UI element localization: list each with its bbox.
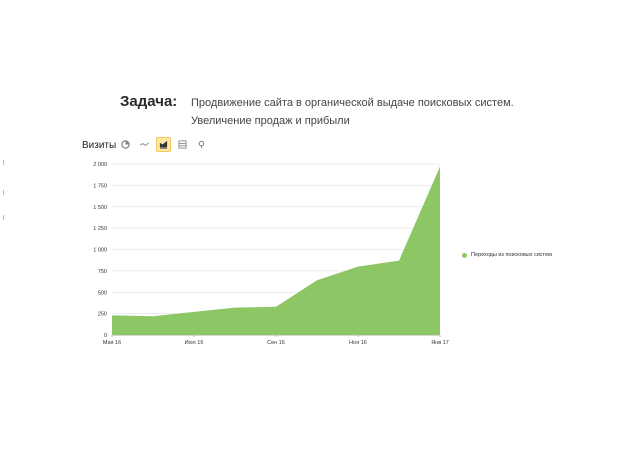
pie-chart-button[interactable] <box>118 137 133 152</box>
y-tick-label: 1 750 <box>93 183 107 189</box>
task-label: Задача: <box>120 93 178 110</box>
series-area <box>112 166 440 335</box>
task-description: Продвижение сайта в органической выдаче … <box>191 94 521 130</box>
x-tick-label: Янв 17 <box>431 340 449 346</box>
map-button[interactable] <box>194 137 209 152</box>
legend-label: Переходы из поисковых систем <box>471 252 552 258</box>
y-tick-label: 1 500 <box>93 205 107 211</box>
y-tick-label: 250 <box>98 312 107 318</box>
edge-mark <box>3 160 4 165</box>
table-button[interactable] <box>175 137 190 152</box>
area-chart-button[interactable] <box>156 137 171 152</box>
table-icon <box>178 140 187 149</box>
y-tick-label: 1 250 <box>93 226 107 232</box>
y-tick-label: 1 000 <box>93 248 107 254</box>
chart-legend[interactable]: Переходы из поисковых систем <box>462 252 552 258</box>
y-tick-label: 0 <box>104 333 107 339</box>
y-tick-label: 750 <box>98 269 107 275</box>
x-tick-label: Июл 16 <box>185 340 204 346</box>
task-description-line-1: Продвижение сайта в органической выдаче … <box>191 97 514 109</box>
pie-chart-icon <box>121 140 130 149</box>
edge-mark <box>3 215 4 220</box>
y-tick-label: 500 <box>98 290 107 296</box>
task-description-line-2: Увеличение продаж и прибыли <box>191 115 350 127</box>
map-pin-icon <box>198 140 205 149</box>
legend-swatch <box>462 252 467 258</box>
widget-title: Визиты <box>82 140 117 151</box>
x-tick-label: Сен 16 <box>267 340 285 346</box>
area-chart-icon <box>159 140 168 149</box>
chart-type-toolbar <box>118 137 209 152</box>
y-tick-label: 2 000 <box>93 162 107 168</box>
line-chart-icon <box>140 142 149 146</box>
x-tick-label: Ноя 16 <box>349 340 367 346</box>
line-chart-button[interactable] <box>137 137 152 152</box>
x-tick-label: Мая 16 <box>103 340 121 346</box>
edge-mark <box>3 190 4 195</box>
